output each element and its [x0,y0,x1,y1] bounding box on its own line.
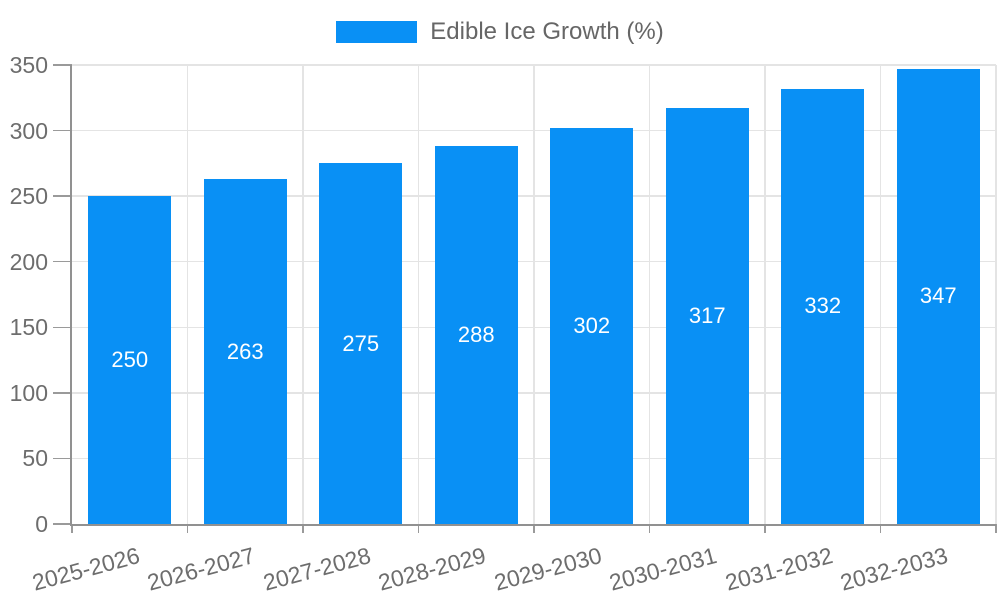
bar [781,88,865,524]
y-axis-tick [53,326,72,329]
bar [319,163,403,524]
bar-value-label: 275 [342,330,380,356]
legend-label: Edible Ice Growth (%) [430,18,664,45]
x-tick-label: 2027-2028 [260,542,374,596]
y-tick-label: 300 [9,117,48,144]
x-axis-tick [71,524,73,533]
x-tick-label: 2025-2026 [29,542,143,596]
bar-value-label: 317 [688,303,726,329]
bar [203,179,287,524]
y-axis-tick [53,260,72,263]
legend: Edible Ice Growth (%) [0,17,1000,47]
x-tick-label: 2026-2027 [144,542,258,596]
y-tick-label: 50 [22,445,48,472]
y-tick-label: 250 [9,183,48,210]
x-axis-tick [879,524,882,533]
bar [896,68,980,524]
x-tick-label: 2032-2033 [837,542,951,596]
bar-value-label: 302 [573,312,611,338]
y-tick-label: 0 [35,511,48,537]
x-tick-label: 2031-2032 [722,542,836,596]
bar [434,146,518,524]
legend-swatch [336,21,418,43]
x-axis-tick [648,524,651,533]
y-tick-label: 200 [9,248,48,275]
x-axis-tick [417,524,420,533]
x-tick-label: 2028-2029 [375,542,489,596]
bar-value-label: 250 [111,347,149,373]
y-axis-line [70,65,72,526]
x-tick-label: 2029-2030 [491,542,605,596]
y-tick-label: 350 [9,52,48,78]
grid-line-vertical [186,65,189,524]
y-axis-tick [53,195,72,197]
bar [88,196,172,524]
grid-line-vertical [417,65,420,524]
x-axis-tick [186,524,189,533]
x-axis-tick [533,524,535,533]
x-axis-line [70,524,996,526]
grid-line-vertical [764,65,766,524]
y-axis-tick [53,523,72,525]
bar-value-label: 332 [804,293,842,319]
bar [665,108,749,524]
y-axis-tick [53,129,72,132]
y-tick-label: 100 [9,379,48,406]
bar [550,127,634,524]
bar-value-label: 263 [226,338,264,364]
bar-value-label: 347 [919,283,957,309]
x-axis-tick [995,524,997,533]
grid-line-vertical [302,65,304,524]
grid-line-vertical [533,65,535,524]
x-axis-tick [764,524,766,533]
y-axis-tick [53,64,72,66]
y-axis-tick [53,457,72,460]
y-axis-tick [53,392,72,394]
y-tick-label: 150 [9,314,48,341]
grid-line-vertical [879,65,882,524]
x-axis-tick [302,524,304,533]
x-tick-label: 2030-2031 [606,542,720,596]
bar-value-label: 288 [457,322,495,348]
grid-line-vertical [648,65,651,524]
grid-line-vertical [995,65,997,524]
